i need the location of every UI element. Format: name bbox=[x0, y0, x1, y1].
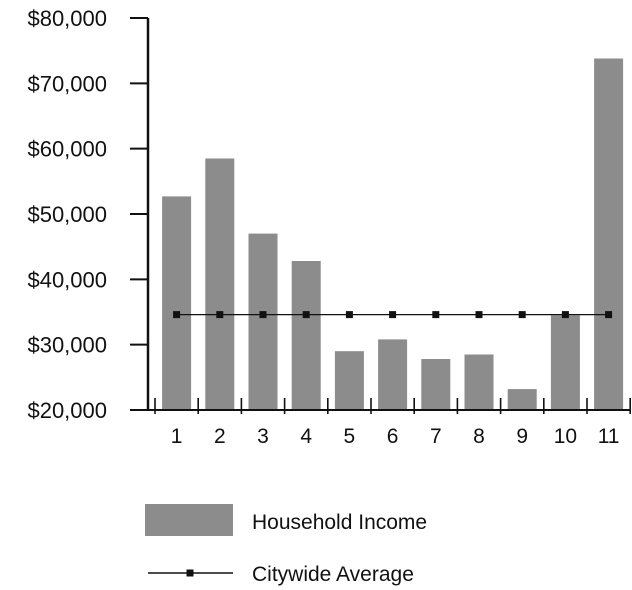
legend-household-income-swatch bbox=[145, 504, 233, 536]
citywide-average-marker-7 bbox=[432, 311, 440, 319]
x-tick-label: 5 bbox=[344, 425, 356, 448]
legend-citywide-average-label: Citywide Average bbox=[252, 563, 414, 586]
citywide-average-marker-10 bbox=[561, 311, 569, 319]
citywide-average-marker-11 bbox=[605, 311, 613, 319]
y-tick-label: $80,000 bbox=[27, 6, 107, 31]
bars-layer bbox=[162, 58, 624, 410]
citywide-average-marker-3 bbox=[259, 311, 267, 319]
x-tick-label: 8 bbox=[473, 425, 485, 448]
citywide-average-marker-4 bbox=[302, 311, 310, 319]
bar-household-income-5 bbox=[334, 351, 364, 410]
citywide-average-marker-6 bbox=[389, 311, 397, 319]
bar-household-income-11 bbox=[594, 58, 624, 410]
legend-citywide-average-marker bbox=[186, 569, 194, 577]
x-tick-label: 10 bbox=[554, 425, 577, 448]
x-tick-label: 9 bbox=[516, 425, 528, 448]
bar-household-income-1 bbox=[162, 196, 192, 410]
citywide-average-marker-2 bbox=[216, 311, 224, 319]
y-tick-labels: $20,000 $30,000 $40,000 $50,000 $60,000 $70,0… bbox=[27, 6, 107, 423]
x-tick-labels: 1 2 3 4 5 6 7 8 9 10 11 bbox=[171, 425, 620, 448]
legend-household-income-label: Household Income bbox=[252, 511, 427, 534]
x-tick-label: 3 bbox=[257, 425, 269, 448]
x-tick-label: 4 bbox=[300, 425, 312, 448]
citywide-average-marker-9 bbox=[518, 311, 526, 319]
bar-household-income-7 bbox=[421, 359, 451, 410]
bar-household-income-10 bbox=[550, 315, 580, 410]
citywide-average-marker-5 bbox=[345, 311, 353, 319]
y-tick-label: $50,000 bbox=[27, 202, 107, 227]
axes-layer bbox=[130, 17, 632, 414]
bar-household-income-2 bbox=[205, 158, 235, 410]
bar-household-income-9 bbox=[507, 389, 537, 410]
bar-household-income-4 bbox=[291, 261, 321, 410]
y-tick-label: $70,000 bbox=[27, 71, 107, 96]
x-tick-label: 2 bbox=[214, 425, 226, 448]
bar-household-income-3 bbox=[248, 233, 278, 410]
citywide-average-line-layer bbox=[173, 311, 613, 319]
x-tick-label: 11 bbox=[598, 425, 620, 448]
y-tick-label: $40,000 bbox=[27, 267, 107, 292]
bar-household-income-8 bbox=[464, 354, 494, 410]
bar-household-income-6 bbox=[378, 339, 408, 410]
legend: Household Income Citywide Average bbox=[145, 504, 427, 586]
citywide-average-marker-8 bbox=[475, 311, 483, 319]
citywide-average-marker-1 bbox=[173, 311, 181, 319]
y-tick-label: $60,000 bbox=[27, 137, 107, 162]
x-tick-label: 7 bbox=[430, 425, 442, 448]
y-tick-label: $20,000 bbox=[27, 398, 107, 423]
x-tick-label: 6 bbox=[387, 425, 399, 448]
y-tick-label: $30,000 bbox=[27, 333, 107, 358]
x-tick-label: 1 bbox=[171, 425, 183, 448]
